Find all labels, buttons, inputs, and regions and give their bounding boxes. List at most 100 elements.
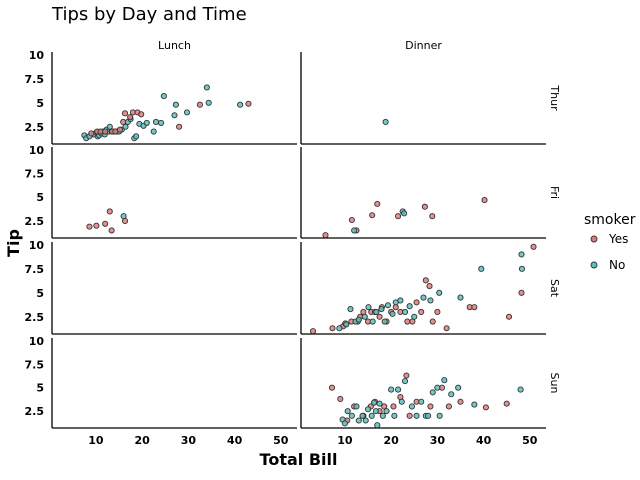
legend: smoker Yes No	[584, 212, 636, 272]
x-tick-label: 30	[430, 434, 446, 447]
data-point	[121, 110, 129, 117]
data-point	[347, 306, 354, 313]
data-point	[355, 316, 362, 323]
data-point	[457, 398, 464, 405]
facet-thur-lunch: 2.5 5 7.5 10 Lunch	[25, 39, 297, 145]
data-point	[309, 328, 317, 335]
data-point	[172, 101, 179, 108]
data-point	[245, 100, 252, 107]
data-point	[455, 384, 462, 391]
data-point	[348, 216, 355, 224]
data-point	[382, 118, 389, 126]
data-point	[398, 398, 405, 405]
data-point	[171, 112, 178, 119]
data-point	[383, 408, 390, 415]
x-tick-label: 30	[181, 434, 197, 447]
data-point	[418, 398, 425, 405]
data-point	[395, 386, 402, 393]
data-point	[481, 197, 488, 204]
data-point	[365, 304, 372, 311]
data-point	[401, 308, 409, 316]
legend-title: smoker	[584, 212, 636, 228]
data-point	[122, 123, 129, 130]
data-point	[408, 403, 415, 410]
x-tick-label: 10	[337, 434, 353, 447]
data-point	[102, 220, 109, 227]
data-point	[237, 101, 244, 108]
data-point	[150, 128, 157, 135]
y-tick-label: 2.5	[25, 215, 45, 228]
data-point	[434, 384, 441, 391]
data-point	[93, 222, 100, 229]
data-point	[397, 297, 404, 304]
y-tick-label: 7.5	[25, 73, 45, 86]
data-point	[362, 417, 369, 424]
data-point	[120, 118, 127, 126]
data-point	[372, 408, 379, 415]
data-point	[381, 318, 388, 325]
x-tick-label: 40	[227, 434, 243, 447]
data-point	[133, 133, 140, 140]
data-point	[390, 403, 397, 410]
data-point	[361, 313, 368, 320]
data-point	[384, 302, 391, 309]
data-point	[401, 378, 409, 385]
data-point	[389, 310, 396, 317]
data-point	[88, 130, 95, 137]
data-point	[395, 213, 402, 220]
row-header: Fri	[548, 186, 561, 199]
y-tick-label: 7.5	[25, 168, 45, 181]
data-point	[478, 265, 485, 272]
data-point	[127, 114, 134, 121]
y-tick-label: 5	[36, 287, 44, 300]
data-point	[106, 208, 113, 215]
data-point	[436, 412, 443, 419]
data-point	[86, 223, 93, 230]
data-point	[422, 277, 429, 284]
data-point	[152, 118, 160, 126]
data-point	[517, 386, 524, 393]
data-point	[457, 294, 464, 301]
data-point	[381, 403, 388, 410]
data-point	[388, 386, 395, 393]
y-tick-label: 10	[29, 49, 45, 62]
data-point	[441, 377, 448, 384]
data-point	[348, 412, 355, 419]
data-point	[378, 306, 385, 313]
data-point	[143, 119, 150, 126]
y-tick-label: 5	[36, 97, 44, 110]
data-point	[116, 126, 124, 133]
facet-sat-lunch: 2.5 5 7.5 10	[25, 239, 297, 335]
data-point	[406, 412, 413, 419]
data-point	[530, 243, 537, 250]
y-tick-label: 10	[29, 144, 45, 157]
data-point	[448, 391, 455, 398]
data-point	[418, 308, 425, 316]
data-point	[203, 84, 210, 91]
x-tick-label: 40	[476, 434, 492, 447]
data-point	[427, 403, 434, 410]
y-tick-label: 5	[36, 191, 44, 204]
data-point	[404, 318, 411, 325]
legend-label: No	[609, 258, 625, 272]
data-point	[328, 384, 336, 391]
legend-marker	[590, 235, 598, 243]
x-tick-label: 20	[383, 434, 399, 447]
data-point	[353, 403, 360, 410]
row-header: Thur	[548, 84, 561, 111]
data-point	[436, 289, 443, 296]
data-point	[425, 412, 432, 419]
y-tick-label: 10	[29, 335, 45, 348]
y-axis-label: Tip	[4, 229, 23, 257]
facet-fri-lunch: 2.5 5 7.5 10	[25, 144, 297, 239]
data-point	[429, 318, 436, 325]
row-header: Sun	[548, 373, 561, 394]
data-point	[351, 227, 358, 234]
row-header: Sat	[548, 279, 561, 298]
data-point	[518, 251, 525, 258]
data-point	[337, 395, 344, 402]
data-point	[411, 313, 418, 320]
data-point	[443, 325, 450, 332]
data-point	[421, 203, 428, 210]
y-tick-label: 7.5	[25, 358, 45, 371]
